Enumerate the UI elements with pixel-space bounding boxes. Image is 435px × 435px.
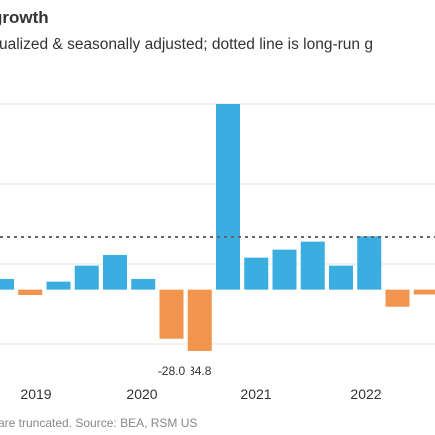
bars [0, 104, 435, 351]
data-label: 34.8 [188, 364, 212, 378]
chart-title: growth [0, 8, 49, 27]
bar-2019Q1 [18, 289, 43, 295]
data-label-bg [183, 364, 216, 378]
footnote: are truncated. Source: BEA, RSM US [0, 416, 198, 430]
data-label-bg [152, 364, 191, 378]
bar-2021Q4 [329, 265, 353, 290]
bar-2021Q3 [300, 241, 325, 290]
bar-2022Q3 [413, 289, 435, 295]
bar-2020Q4 [216, 104, 240, 290]
x-tick-label: 2020 [126, 386, 157, 402]
bar-2021Q1 [244, 257, 269, 290]
bar-2019Q4 [103, 254, 127, 290]
bar-2022Q2 [385, 289, 410, 307]
bar-2021Q2 [272, 249, 297, 290]
x-tick-label: 2021 [240, 386, 271, 402]
bar-2019Q3 [74, 265, 99, 290]
x-axis-ticks: 2019 2020 2021 2022 [20, 386, 381, 402]
data-labels: 34.8-28.0 [152, 364, 216, 378]
x-tick-label: 2019 [20, 386, 51, 402]
bar-2018Q4 [0, 278, 14, 290]
bar-2022Q1 [357, 236, 382, 290]
bar-2019Q2 [46, 281, 71, 290]
data-label: -28.0 [158, 364, 186, 378]
bar-2020Q1 [131, 278, 156, 290]
chart-subtitle: ualized & seasonally adjusted; dotted li… [0, 36, 373, 53]
bar-2020Q3 [187, 289, 212, 351]
x-tick-label: 2022 [350, 386, 381, 402]
bar-2020Q2 [159, 289, 184, 339]
